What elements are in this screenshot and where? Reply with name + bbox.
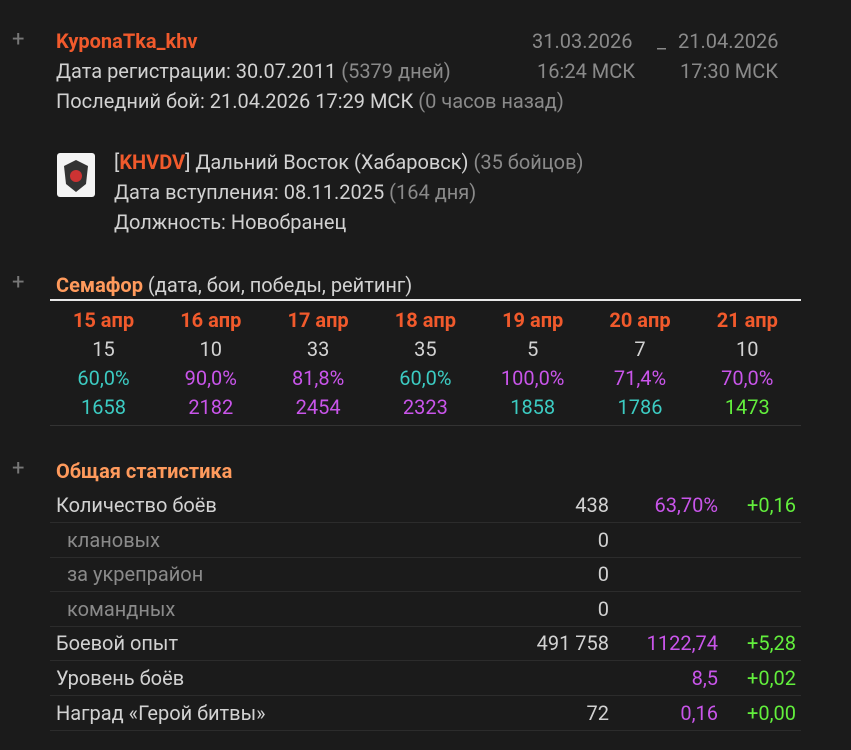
row-rule	[50, 625, 801, 627]
bracket: [	[114, 150, 120, 174]
role: Должность: Новобранец	[114, 210, 347, 234]
row-value: 491 758	[536, 631, 609, 656]
row-rule	[50, 660, 801, 662]
row-rule	[50, 729, 801, 731]
last-battle-date: Последний бой: 21.04.2026 17:29 МСК	[56, 89, 414, 113]
logo-emblem	[70, 170, 82, 182]
row-label: Наград «Герой битвы»	[56, 700, 266, 725]
semaphore-header: Семафор (дата, бои, победы, рейтинг)	[56, 273, 412, 297]
row-percent: 63,70%	[654, 493, 718, 517]
clan-logo	[57, 153, 95, 197]
day-battles: 10	[736, 337, 759, 361]
clan-tag[interactable]: KHVDV	[119, 150, 186, 174]
toggle[interactable]: +	[12, 270, 25, 295]
day-date: 19 апр	[502, 308, 564, 332]
row-percent: 8,5	[691, 666, 718, 690]
row-rule	[50, 695, 801, 696]
day-date: 21 апр	[716, 308, 778, 332]
clan-name: Дальний Восток (Хабаровск)	[195, 150, 469, 174]
day-rating: 2323	[402, 395, 448, 419]
day-date: 15 апр	[72, 308, 135, 332]
header-rule	[50, 299, 801, 301]
table-rule	[50, 425, 801, 426]
row-rule	[50, 591, 801, 593]
row-delta: +5,28	[746, 631, 796, 656]
player-name[interactable]: KyponaTka_khv	[56, 29, 198, 53]
period-to-time: 17:30 МСК	[680, 59, 779, 83]
row-delta: +0,00	[746, 700, 796, 725]
clan-members: (35 бойцов)	[473, 150, 584, 174]
day-rating: 1858	[510, 395, 556, 419]
day-rating: 1786	[617, 395, 663, 419]
row-label: клановых	[67, 527, 161, 552]
row-value: 0	[597, 562, 609, 587]
registration-days: (5379 дней)	[341, 59, 451, 83]
stats-title: Общая статистика	[56, 459, 233, 483]
joined: Дата вступления: 08.11.2025 (164 дня)	[114, 180, 476, 204]
toggle[interactable]: +	[12, 456, 25, 481]
day-battles: 33	[306, 337, 330, 361]
semaphore-title: Семафор	[56, 273, 143, 297]
row-rule	[50, 556, 801, 558]
row-percent: 1122,74	[646, 631, 718, 656]
period-from-time: 16:24 МСК	[537, 59, 636, 83]
day-date: 20 апр	[609, 308, 671, 332]
row-label: командных	[67, 596, 176, 621]
row-label: Уровень боёв	[56, 666, 185, 690]
bracket: ]	[185, 150, 191, 174]
period-from: 31.03.2026	[532, 29, 633, 53]
period-to: 21.04.2026	[678, 29, 779, 53]
joined-date: Дата вступления: 08.11.2025	[114, 180, 385, 204]
row-label: Боевой опыт	[56, 631, 179, 656]
period-separator: _	[657, 29, 667, 53]
row-label: за укрепрайон	[67, 562, 204, 587]
day-rating: 1473	[724, 395, 770, 419]
joined-days: (164 дня)	[389, 180, 477, 204]
row-value: 0	[597, 596, 609, 621]
day-wins: 71,4%	[613, 366, 667, 390]
day-battles: 10	[199, 337, 223, 361]
last-battle-ago: (0 часов назад)	[418, 89, 564, 113]
row-percent: 0,16	[680, 700, 718, 725]
row-value: 438	[575, 493, 609, 517]
row-value: 72	[586, 700, 609, 725]
registration: Дата регистрации: 30.07.2011 (5379 дней)	[56, 59, 451, 83]
row-label: Количество боёв	[56, 493, 217, 517]
day-battles: 15	[92, 337, 115, 361]
day-battles: 35	[414, 337, 437, 361]
day-date: 17 апр	[287, 308, 349, 332]
row-delta: +0,02	[746, 666, 796, 690]
day-rating: 1658	[81, 395, 126, 419]
day-date: 18 апр	[394, 308, 456, 332]
day-rating: 2454	[295, 395, 341, 419]
day-wins: 81,8%	[291, 366, 345, 390]
toggle[interactable]: +	[12, 27, 25, 52]
day-wins: 60,0%	[77, 366, 130, 390]
day-battles: 7	[634, 337, 646, 361]
day-wins: 90,0%	[184, 366, 237, 390]
last-battle: Последний бой: 21.04.2026 17:29 МСК (0 ч…	[56, 89, 564, 113]
row-value: 0	[597, 527, 609, 552]
row-delta: +0,16	[746, 493, 796, 517]
day-wins: 100,0%	[500, 366, 565, 390]
day-wins: 70,0%	[721, 366, 774, 390]
day-wins: 60,0%	[399, 366, 452, 390]
day-date: 16 апр	[180, 308, 242, 332]
day-battles: 5	[527, 337, 539, 361]
row-rule	[50, 522, 801, 523]
semaphore-subtitle: (дата, бои, победы, рейтинг)	[147, 273, 413, 297]
registration-date: Дата регистрации: 30.07.2011	[56, 59, 337, 83]
clan: [KHVDV] Дальний Восток (Хабаровск) (35 б…	[114, 150, 583, 174]
day-rating: 2182	[188, 395, 234, 419]
